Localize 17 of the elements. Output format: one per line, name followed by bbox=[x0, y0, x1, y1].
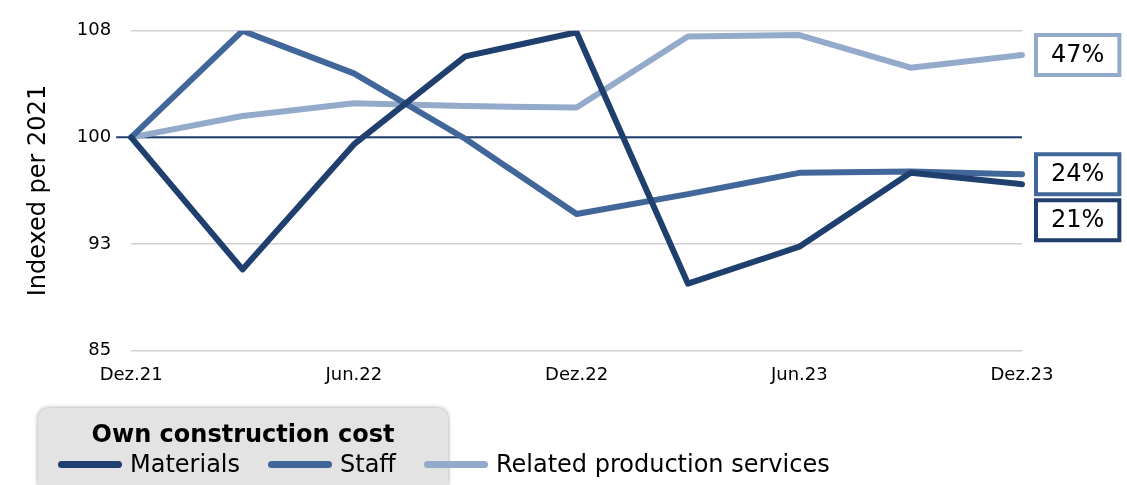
x-tick-label: Dez.23 bbox=[990, 362, 1054, 384]
y-tick-label: 100 bbox=[76, 125, 112, 147]
legend-label: Related production services bbox=[495, 450, 830, 478]
y-tick-label: 108 bbox=[76, 18, 112, 40]
x-tick-label: Dez.22 bbox=[545, 362, 609, 384]
y-tick-label: 93 bbox=[88, 231, 112, 253]
text: 47% bbox=[1051, 40, 1105, 69]
legend-label: Staff bbox=[340, 450, 396, 478]
x-tick-label: Jun.23 bbox=[769, 362, 828, 384]
y-tick-label: 85 bbox=[88, 338, 112, 360]
x-tick-label: Jun.22 bbox=[324, 362, 383, 384]
text: 24% bbox=[1051, 159, 1105, 188]
x-tick-label: Dez.21 bbox=[99, 362, 163, 384]
y-axis-title: Indexed per 2021 bbox=[22, 84, 51, 297]
legend-title: Own construction cost bbox=[90, 420, 396, 448]
legend-label: Materials bbox=[130, 450, 241, 478]
text: 21% bbox=[1051, 205, 1105, 234]
